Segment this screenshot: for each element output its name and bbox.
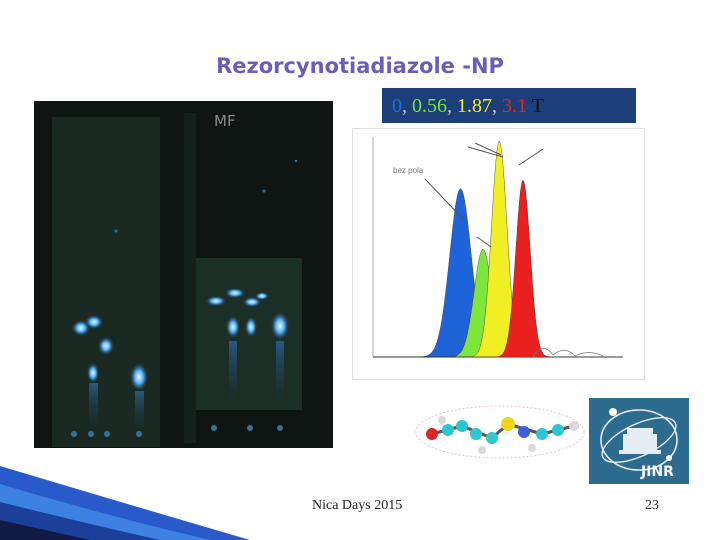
page-number: 23 (645, 498, 659, 513)
field-separator: , (447, 95, 457, 117)
tlc-plate-photo: MF (34, 101, 333, 448)
footer-event: Nica Days 2015 (312, 498, 403, 513)
decorative-swoosh (0, 466, 250, 540)
magnetic-field-values-banner: 0, 0.56, 1.87, 3.1 T (382, 88, 636, 123)
field-value-0: 0 (392, 95, 402, 117)
molecule-illustration (412, 396, 588, 466)
baseline-noise (532, 348, 604, 358)
arrow-line (518, 148, 544, 166)
field-value-31: 3.1 (502, 95, 527, 117)
arrow-line (474, 142, 502, 156)
slide-title: Rezorcynotiadiazole -NP (216, 54, 504, 78)
tlc-plate-image (52, 113, 302, 447)
series-area-3 (373, 179, 623, 358)
field-unit: T (527, 95, 544, 117)
field-separator: , (492, 95, 502, 117)
field-value-056: 0.56 (412, 95, 447, 117)
logo-text: JINR (640, 464, 674, 480)
field-separator: , (402, 95, 412, 117)
molecule-image (415, 405, 585, 459)
arrow-line (467, 146, 504, 158)
jinr-logo-graphic: JINR (600, 408, 678, 480)
jinr-logo: JINR (589, 398, 689, 484)
chart-annotation: bez pola (393, 166, 424, 175)
field-value-187: 1.87 (457, 95, 492, 117)
fluorescence-chart-plot: bez pola (372, 137, 623, 358)
arrow-line (476, 236, 492, 248)
mobile-phase-label: MF (214, 112, 236, 130)
fluorescence-chart: bez pola (352, 128, 645, 380)
arrow-line (424, 178, 464, 220)
